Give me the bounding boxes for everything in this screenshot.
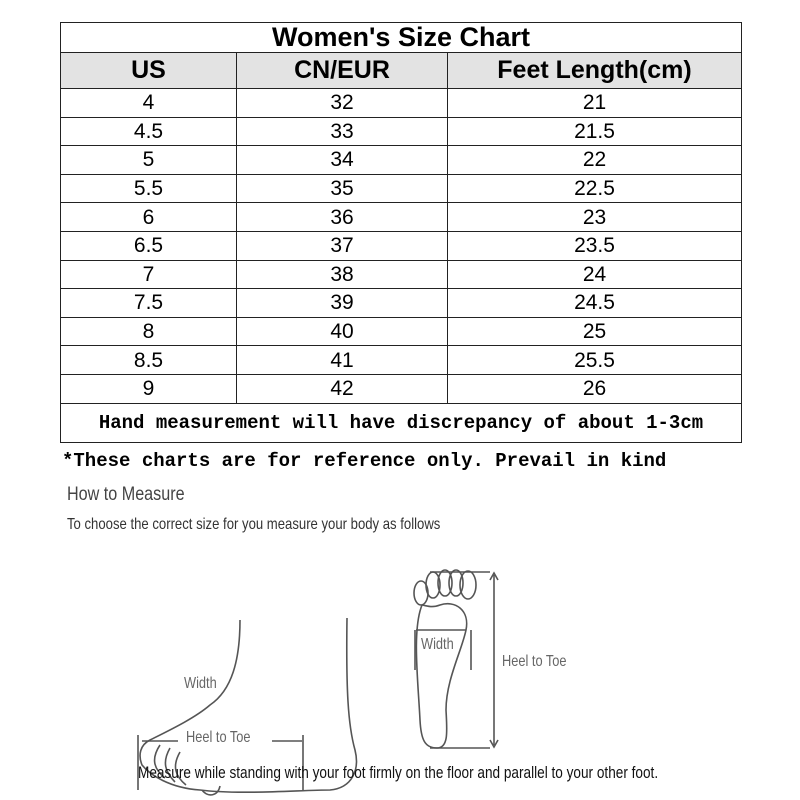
- table-cell: 25: [447, 316, 742, 347]
- table-cell: 39: [236, 288, 448, 318]
- sole-foot-icon: [413, 569, 499, 749]
- table-row: 6.5 37 23.5: [60, 230, 742, 261]
- table-cell: 21: [447, 88, 742, 118]
- table-title: Women's Size Chart: [60, 22, 742, 53]
- side-length-label: Heel to Toe: [186, 729, 251, 746]
- table-row: 5.5 35 22.5: [60, 173, 742, 204]
- side-width-label: Width: [184, 675, 217, 692]
- table-cell: 9: [60, 373, 237, 404]
- column-header: Feet Length(cm): [447, 52, 742, 89]
- table-cell: 37: [236, 230, 448, 261]
- table-row: 9 42 26: [60, 373, 742, 404]
- table-cell: 7.5: [60, 288, 237, 318]
- reference-note: *These charts are for reference only. Pr…: [62, 450, 667, 472]
- table-cell: 25.5: [447, 345, 742, 375]
- table-cell: 24.5: [447, 288, 742, 318]
- column-header: CN/EUR: [236, 52, 448, 89]
- table-cell: 4.5: [60, 116, 237, 147]
- table-row: 7.5 39 24.5: [60, 288, 742, 318]
- table-cell: 6.5: [60, 230, 237, 261]
- table-cell: 23.5: [447, 230, 742, 261]
- size-chart-table: Women's Size Chart US CN/EUR Feet Length(c…: [60, 22, 742, 443]
- side-foot-icon: [137, 617, 358, 796]
- table-cell: 21.5: [447, 116, 742, 147]
- table-cell: 35: [236, 173, 448, 204]
- table-row: 5 34 22: [60, 145, 742, 175]
- sole-width-label: Width: [421, 636, 454, 653]
- table-cell: 34: [236, 145, 448, 175]
- table-cell: 8.5: [60, 345, 237, 375]
- table-cell: 40: [236, 316, 448, 347]
- table-cell: 36: [236, 202, 448, 232]
- table-cell: 22.5: [447, 173, 742, 204]
- table-row: 4.5 33 21.5: [60, 116, 742, 147]
- table-footer-note: Hand measurement will have discrepancy o…: [60, 402, 742, 443]
- table-cell: 32: [236, 88, 448, 118]
- how-to-measure-heading: How to Measure: [67, 484, 185, 505]
- table-cell: 41: [236, 345, 448, 375]
- measure-caption: Measure while standing with your foot fi…: [138, 763, 659, 782]
- sole-length-label: Heel to Toe: [502, 653, 567, 670]
- table-cell: 5: [60, 145, 237, 175]
- how-to-measure-subtitle: To choose the correct size for you measu…: [67, 516, 441, 533]
- table-row: 8.5 41 25.5: [60, 345, 742, 375]
- table-cell: 22: [447, 145, 742, 175]
- column-header: US: [60, 52, 237, 89]
- table-row: 4 32 21: [60, 88, 742, 118]
